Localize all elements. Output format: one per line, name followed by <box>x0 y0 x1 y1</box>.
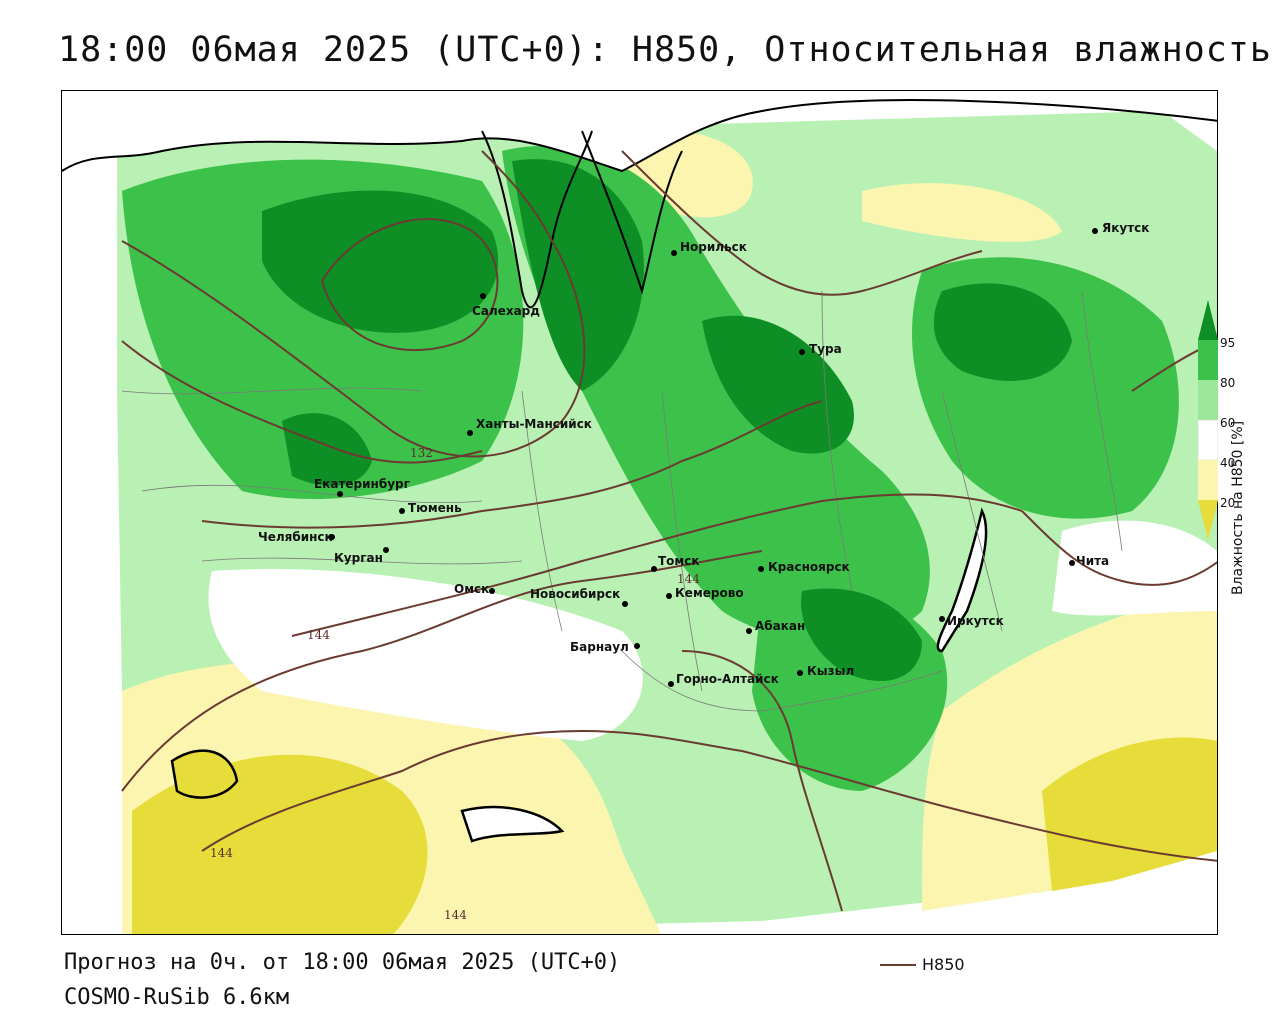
city-khanty-mansiysk: Ханты-Мансийск <box>467 417 592 436</box>
region-borders <box>121 290 1123 712</box>
dry-area-southeast-deep <box>1042 737 1217 891</box>
contour-label: 132 <box>410 446 433 460</box>
city-label: Челябинск <box>258 530 333 544</box>
h850-contour <box>681 650 843 912</box>
city-tura: Тура <box>799 342 842 356</box>
colorbar-tick: 80 <box>1220 376 1236 390</box>
city-tomsk: Томск <box>651 554 700 572</box>
city-tyumen: Тюмень <box>399 501 462 515</box>
h850-contour <box>201 400 823 529</box>
colorbar-tick: 95 <box>1220 336 1236 350</box>
city-barnaul: Барнаул <box>570 640 640 654</box>
city-label: Чита <box>1076 554 1109 568</box>
city-label: Горно-Алтайск <box>676 672 779 686</box>
city-yekaterinburg: Екатеринбург <box>314 477 410 497</box>
city-label: Ханты-Мансийск <box>476 417 592 431</box>
city-chelyabinsk: Челябинск <box>258 530 335 544</box>
contour-label: 144 <box>444 908 467 922</box>
kara-sea <box>62 91 1217 171</box>
h850-contour <box>291 493 1023 637</box>
city-norilsk: Норильск <box>671 240 747 256</box>
contour-label: 144 <box>210 846 233 860</box>
arctic-coastline <box>62 99 1217 173</box>
colorbar-tick: 60 <box>1220 416 1236 430</box>
forecast-info: Прогноз на 0ч. от 18:00 06мая 2025 (UTC+… <box>64 950 621 975</box>
city-yakutsk: Якутск <box>1092 221 1149 235</box>
lake-balkhash <box>460 805 565 843</box>
map-canvas: 132 144 144 144 144 Якутск Норильск Сале… <box>62 91 1217 934</box>
map-title: 18:00 06мая 2025 (UTC+0): H850, Относите… <box>58 30 1272 70</box>
city-label: Курган <box>334 551 383 565</box>
yamal-peninsula-outline <box>481 130 593 309</box>
colorbar-tick: 40 <box>1220 456 1236 470</box>
city-label: Кызыл <box>807 664 854 678</box>
neutral-zone-east <box>1052 520 1217 616</box>
city-label: Екатеринбург <box>314 477 410 491</box>
h850-contour <box>621 150 983 296</box>
city-label: Новосибирск <box>530 587 620 601</box>
city-label: Красноярск <box>768 560 850 574</box>
colorbar <box>1198 300 1218 540</box>
h850-contour <box>320 218 499 352</box>
h850-contour <box>201 729 1217 862</box>
colorbar-tick: 20 <box>1220 496 1236 510</box>
city-label: Норильск <box>680 240 747 254</box>
wet-area-tunguska <box>702 315 854 454</box>
city-label: Тура <box>809 342 842 356</box>
h850-contour <box>121 340 483 464</box>
wet-area-northeast <box>933 283 1072 381</box>
contour-label: 144 <box>677 572 700 586</box>
city-kyzyl: Кызыл <box>797 664 854 678</box>
h850-contour <box>121 150 586 458</box>
city-label: Томск <box>658 554 700 568</box>
humidity-map: 132 144 144 144 144 Якутск Норильск Сале… <box>61 90 1218 935</box>
contour-label: 144 <box>307 628 330 642</box>
city-label: Абакан <box>755 619 805 633</box>
city-salekhard: Салехард <box>472 293 540 318</box>
city-novosibirsk: Новосибирск <box>530 587 628 607</box>
colorbar-band <box>1198 460 1218 500</box>
colorbar-label: Влажность на H850 [%] <box>1230 420 1246 595</box>
h850-contour <box>121 550 763 792</box>
city-gorno-altaysk: Горно-Алтайск <box>668 672 779 687</box>
contour-legend-line <box>880 964 916 966</box>
city-kurgan: Курган <box>334 547 389 565</box>
city-omsk: Омск <box>454 582 495 596</box>
city-label: Салехард <box>472 304 540 318</box>
city-label: Омск <box>454 582 489 596</box>
wet-area-urals <box>282 413 372 486</box>
city-label: Тюмень <box>408 501 462 515</box>
city-irkutsk: Иркутск <box>939 614 1004 628</box>
city-chita: Чита <box>1069 554 1109 568</box>
contour-legend-label: H850 <box>922 955 965 974</box>
colorbar-band <box>1198 380 1218 420</box>
colorbar-band <box>1198 419 1218 461</box>
city-label: Якутск <box>1102 221 1149 235</box>
wet-area-gydan <box>512 159 644 391</box>
city-label: Барнаул <box>570 640 629 654</box>
h850-contour <box>1021 510 1217 586</box>
colorbar-bottom-arrow <box>1198 500 1218 540</box>
dry-area-southwest-deep <box>132 754 428 934</box>
city-label: Иркутск <box>947 614 1004 628</box>
city-kemerovo: Кемерово <box>666 586 744 600</box>
model-name: COSMO-RuSib 6.6км <box>64 985 290 1010</box>
neutral-zone-south <box>208 569 643 741</box>
wet-area-yamal <box>262 190 499 333</box>
city-abakan: Абакан <box>746 619 805 634</box>
dry-area-northeast <box>862 183 1062 242</box>
lake-zaysan <box>170 749 239 799</box>
colorbar-top-arrow <box>1198 300 1218 340</box>
city-krasnoyarsk: Красноярск <box>758 560 850 574</box>
wet-area-krasnoyarsk <box>801 588 922 681</box>
colorbar-band <box>1198 340 1218 380</box>
city-label: Кемерово <box>675 586 744 600</box>
